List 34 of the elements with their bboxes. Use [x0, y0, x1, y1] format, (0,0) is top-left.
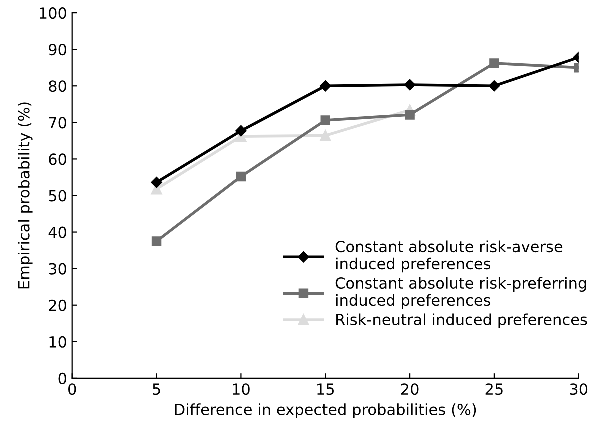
y-axis-title: Empirical probability (%): [18, 102, 33, 289]
x-tick-label: 25: [486, 384, 503, 396]
point: [236, 125, 247, 137]
point: [405, 110, 415, 120]
point: [490, 58, 500, 68]
x-tick-label: 10: [233, 384, 250, 396]
point: [320, 130, 332, 142]
y-tick-label: 70: [49, 117, 66, 129]
point: [320, 116, 330, 126]
y-tick-label: 100: [40, 8, 66, 20]
x-axis-title: Difference in expected probabilities (%): [175, 404, 476, 418]
x-tick-label: 5: [153, 384, 160, 396]
legend-label: Risk-neutral induced preferences: [336, 314, 588, 328]
point: [488, 80, 500, 92]
x-tick-label: 30: [570, 384, 588, 396]
x-tick-label: 20: [401, 384, 419, 396]
point: [151, 176, 162, 188]
y-tick-label: 90: [49, 44, 66, 56]
x-tick-label: 15: [318, 384, 334, 396]
y-tick-label: 0: [58, 372, 66, 384]
y-tick-label: 50: [49, 190, 66, 202]
x-tick-label: 0: [68, 384, 76, 396]
y-tick-label: 30: [49, 263, 66, 275]
legend-label: Constant absolute risk-averse induced preferences: [336, 240, 563, 273]
point: [236, 172, 246, 182]
point: [404, 79, 416, 91]
y-tick-label: 60: [49, 154, 66, 166]
y-tick-label: 20: [49, 300, 66, 312]
y-tick-label: 40: [48, 226, 66, 238]
legend-label: Constant absolute risk-preferring induced preferences: [336, 277, 586, 310]
y-tick-label: 80: [49, 80, 66, 92]
point: [152, 236, 162, 246]
y-tick-label: 10: [50, 336, 66, 348]
point: [320, 80, 332, 92]
